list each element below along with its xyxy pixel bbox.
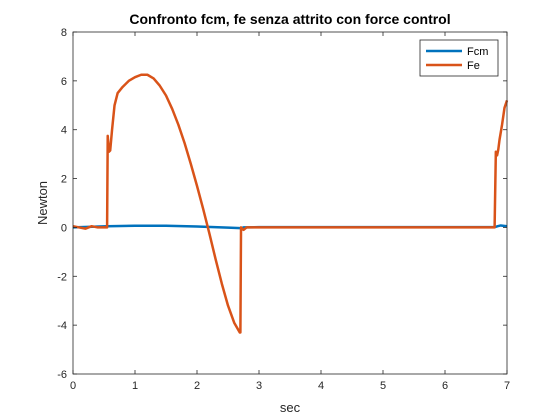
y-tick-label: -4 xyxy=(57,320,67,332)
y-tick-label: 2 xyxy=(61,174,67,186)
x-tick-label: 2 xyxy=(194,380,200,392)
y-tick-label: -6 xyxy=(57,369,67,381)
y-axis-ticks: -6 -4 -2 0 2 4 6 8 xyxy=(57,27,507,381)
x-axis-ticks: 0 1 2 3 4 5 6 7 xyxy=(70,32,510,392)
legend-label-fe: Fe xyxy=(467,60,480,72)
legend-label-fcm: Fcm xyxy=(467,46,488,58)
x-tick-label: 4 xyxy=(318,380,324,392)
plot-frame xyxy=(72,31,508,375)
x-tick-label: 7 xyxy=(504,380,510,392)
series-line-fe xyxy=(72,73,509,334)
x-tick-label: 0 xyxy=(70,380,76,392)
legend-box xyxy=(419,39,499,77)
y-tick-label: 0 xyxy=(61,222,67,234)
x-axis-label: sec xyxy=(280,400,301,415)
x-tick-label: 6 xyxy=(442,380,448,392)
y-tick-label: -2 xyxy=(57,271,67,283)
x-tick-label: 1 xyxy=(132,380,138,392)
x-tick-label: 3 xyxy=(256,380,262,392)
y-tick-label: 8 xyxy=(61,27,67,39)
y-tick-label: 4 xyxy=(61,125,67,137)
plot-area xyxy=(73,32,507,374)
y-axis-label: Newton xyxy=(35,181,50,225)
series-layer xyxy=(72,73,509,334)
x-tick-label: 5 xyxy=(380,380,386,392)
chart-title: Confronto fcm, fe senza attrito con forc… xyxy=(129,11,450,27)
legend: Fcm Fe xyxy=(419,39,499,77)
y-tick-label: 6 xyxy=(61,76,67,88)
